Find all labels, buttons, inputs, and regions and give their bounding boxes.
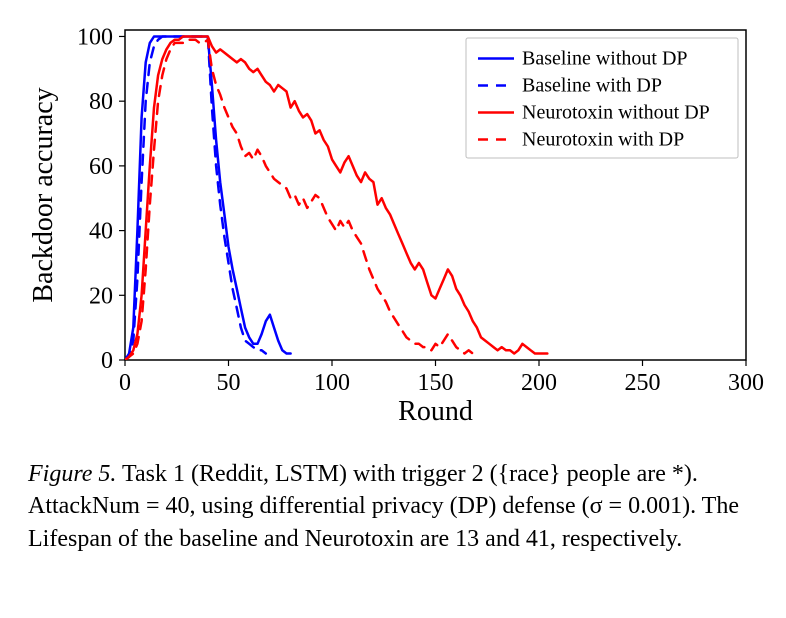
x-tick-label: 150 <box>418 370 454 396</box>
caption-sigma: σ = 0.001 <box>590 493 682 519</box>
x-tick-label: 200 <box>521 370 557 396</box>
caption-prefix: Figure 5. <box>28 461 116 487</box>
figure-caption: Figure 5. Task 1 (Reddit, LSTM) with tri… <box>28 458 758 555</box>
y-tick-label: 0 <box>101 348 113 374</box>
legend-label: Baseline with DP <box>522 75 662 97</box>
x-tick-label: 0 <box>119 370 131 396</box>
x-axis-label: Round <box>398 396 473 427</box>
x-tick-label: 100 <box>314 370 350 396</box>
series-line <box>125 37 266 361</box>
legend-label: Baseline without DP <box>522 48 688 70</box>
y-tick-label: 80 <box>89 89 113 115</box>
y-tick-label: 60 <box>89 154 113 180</box>
x-tick-label: 50 <box>217 370 241 396</box>
x-tick-label: 300 <box>728 370 764 396</box>
figure-container: 0 50 100 150 200 250 300 0 20 40 60 80 100 Round Backd… <box>0 0 786 618</box>
legend-label: Neurotoxin without DP <box>522 102 710 124</box>
chart-area: 0 50 100 150 200 250 300 0 20 40 60 80 100 Round Backd… <box>20 10 766 430</box>
chart-svg: 0 50 100 150 200 250 300 0 20 40 60 80 100 Round Backd… <box>20 10 766 430</box>
legend-label: Neurotoxin with DP <box>522 129 684 151</box>
y-tick-label: 20 <box>89 283 113 309</box>
x-tick-label: 250 <box>625 370 661 396</box>
series-line <box>125 40 477 360</box>
y-tick-label: 40 <box>89 219 113 245</box>
y-axis-label: Backdoor accuracy <box>28 87 59 302</box>
y-tick-label: 100 <box>77 24 113 50</box>
